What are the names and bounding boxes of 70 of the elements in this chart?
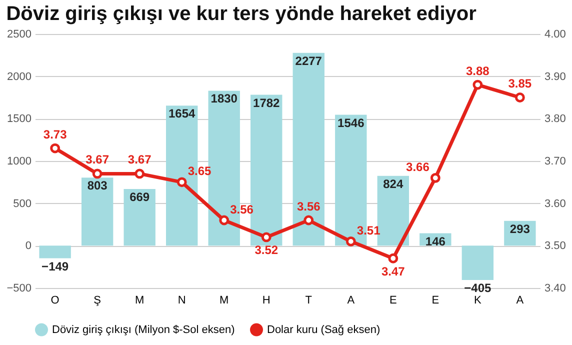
bar xyxy=(124,189,156,246)
point xyxy=(388,253,398,264)
point xyxy=(134,168,145,179)
point xyxy=(514,92,525,102)
data-label: 3.67 xyxy=(86,152,110,167)
data-label: 2277 xyxy=(295,54,322,68)
bar xyxy=(81,178,114,246)
data-label: 1830 xyxy=(210,92,238,106)
x-tick-label: E xyxy=(389,294,397,306)
chart-title: Döviz giriş çıkışı ve kur ters yönde hareket ediyor xyxy=(6,3,477,25)
data-label: 3.56 xyxy=(230,202,254,216)
x-tick-label: O xyxy=(50,294,60,306)
point xyxy=(430,172,440,183)
data-label: 3.51 xyxy=(356,223,381,238)
x-tick-label: M xyxy=(135,294,144,306)
data-label: 293 xyxy=(510,222,530,236)
data-label: 3.56 xyxy=(296,199,321,214)
data-label: 3.66 xyxy=(406,160,430,174)
data-label: 3.85 xyxy=(508,76,532,90)
legend-label: Döviz giriş çıkışı (Milyon $-Sol eksen) xyxy=(52,324,235,336)
x-tick-label: K xyxy=(474,294,482,306)
y-tick-label: 2500 xyxy=(7,28,32,40)
data-label: 3.67 xyxy=(128,152,152,167)
x-tick-label: H xyxy=(262,294,270,306)
data-label: 3.65 xyxy=(188,164,212,178)
y-tick-label: 0 xyxy=(25,240,32,252)
data-label: 1546 xyxy=(338,116,365,130)
point xyxy=(50,143,60,154)
data-label: −405 xyxy=(464,280,492,295)
point xyxy=(219,215,230,226)
data-label: 1654 xyxy=(168,106,196,121)
y2-tick-label: 4.00 xyxy=(544,28,566,40)
point xyxy=(261,232,272,242)
y-tick-label: 1500 xyxy=(7,113,32,126)
legend-label: Dolar kuru (Sağ eksen) xyxy=(267,324,380,336)
point xyxy=(472,80,483,90)
y2-tick-label: 3.90 xyxy=(544,70,566,83)
y-tick-label: 500 xyxy=(13,198,32,210)
data-label: 803 xyxy=(87,178,108,193)
y-tick-label: 1000 xyxy=(7,156,32,168)
bar xyxy=(292,52,324,246)
bar xyxy=(462,246,494,280)
y2-tick-label: 3.80 xyxy=(544,113,566,126)
data-label: 3.73 xyxy=(43,127,68,142)
point xyxy=(176,177,187,188)
bar xyxy=(39,246,71,258)
x-tick-label: Ş xyxy=(94,294,102,306)
data-label: 146 xyxy=(425,234,446,248)
y-tick-label: 2000 xyxy=(7,70,32,83)
data-label: 1782 xyxy=(253,96,280,110)
x-tick-label: E xyxy=(432,294,440,306)
y-tick-label: −500 xyxy=(6,282,32,294)
x-tick-label: A xyxy=(347,294,356,306)
data-label: 824 xyxy=(383,176,404,191)
point xyxy=(92,168,102,179)
data-label: 3.47 xyxy=(381,264,406,278)
data-label: −149 xyxy=(42,259,69,274)
x-tick-label: M xyxy=(220,294,229,306)
y2-tick-label: 3.60 xyxy=(544,198,566,210)
data-label: 3.52 xyxy=(254,243,278,258)
point xyxy=(346,236,356,246)
data-label: 3.88 xyxy=(466,64,490,78)
y2-tick-label: 3.40 xyxy=(544,282,566,294)
x-tick-label: A xyxy=(516,294,524,306)
y2-tick-label: 3.50 xyxy=(544,240,566,252)
data-label: 669 xyxy=(130,190,150,204)
x-tick-label: T xyxy=(305,294,312,306)
x-tick-label: N xyxy=(178,294,186,306)
point xyxy=(304,215,314,226)
y2-tick-label: 3.70 xyxy=(544,156,566,168)
